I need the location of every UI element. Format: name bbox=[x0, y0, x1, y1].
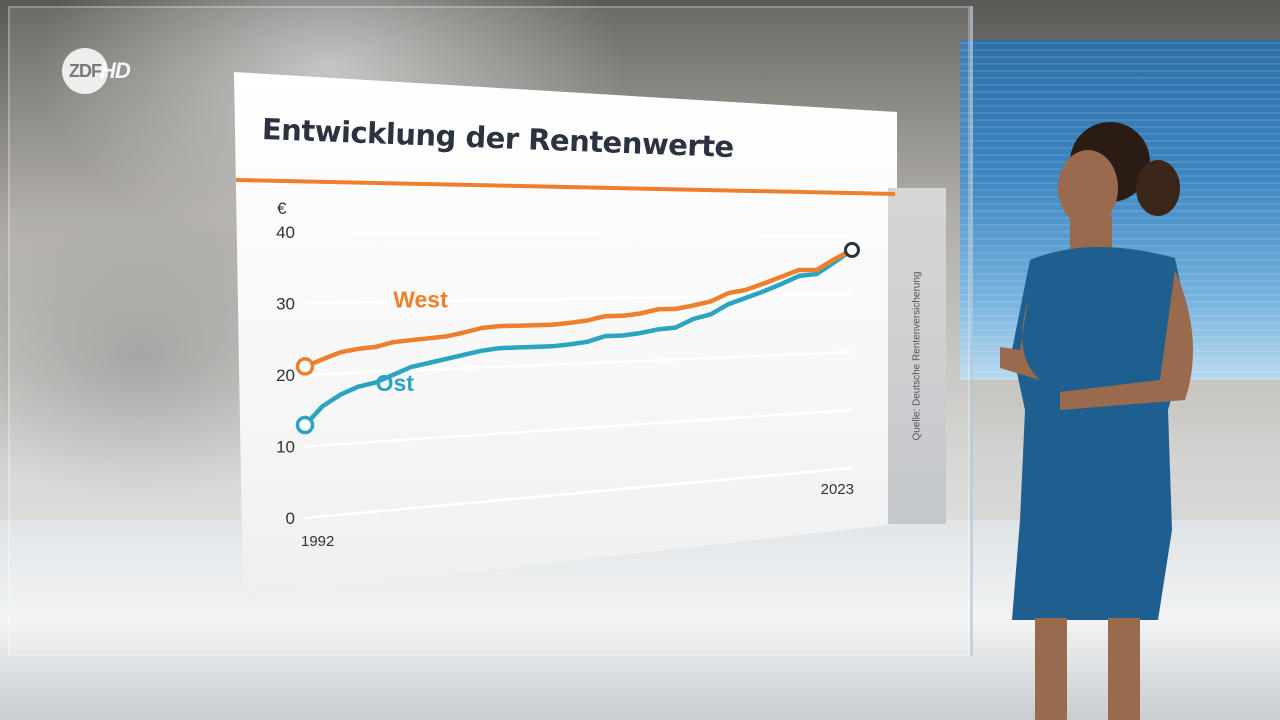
broadcaster-logo: ZDF HD bbox=[62, 48, 131, 94]
y-axis-unit: € bbox=[277, 199, 287, 218]
series-label-ost: Ost bbox=[376, 370, 415, 396]
y-tick-10: 10 bbox=[276, 438, 295, 457]
series-line-west bbox=[302, 247, 855, 369]
series-labels: West Ost bbox=[376, 287, 449, 396]
end-point bbox=[844, 241, 860, 258]
chart-panel: Entwicklung der Rentenwerte bbox=[234, 72, 897, 598]
logo-mark: ZDF bbox=[69, 60, 102, 81]
y-tick-20: 20 bbox=[276, 366, 295, 385]
start-point-ost bbox=[295, 415, 315, 435]
chart-series bbox=[295, 241, 860, 435]
series-line-ost bbox=[302, 247, 855, 428]
presenter-dress bbox=[1012, 246, 1190, 620]
x-tick-2023: 2023 bbox=[821, 481, 854, 498]
x-axis-ticks: 1992 2023 bbox=[301, 481, 854, 550]
presenter-bun bbox=[1136, 160, 1180, 216]
source-strip: Quelle: Deutsche Rentenversicherung bbox=[888, 188, 946, 524]
presenter-face bbox=[1058, 150, 1118, 226]
gridline-30 bbox=[304, 292, 853, 305]
presenter-figure bbox=[1000, 122, 1193, 720]
gridline-40 bbox=[304, 230, 853, 238]
presenter-arm bbox=[1000, 300, 1040, 380]
series-label-west: West bbox=[393, 287, 448, 313]
zdf-logo-icon: ZDF bbox=[62, 48, 108, 94]
presenter-arm-right bbox=[1060, 270, 1193, 410]
y-tick-0: 0 bbox=[286, 509, 295, 528]
gridline-10 bbox=[304, 408, 853, 448]
presenter-leg-right bbox=[1108, 618, 1140, 720]
presenter-leg-left bbox=[1035, 618, 1067, 720]
start-point-west bbox=[295, 357, 315, 376]
gridline-0 bbox=[304, 466, 853, 520]
y-tick-40: 40 bbox=[276, 223, 295, 242]
y-tick-30: 30 bbox=[276, 295, 295, 314]
logo-suffix: HD bbox=[100, 58, 131, 83]
title-rule bbox=[235, 178, 896, 196]
y-axis-ticks: 0 10 20 30 40 bbox=[276, 223, 295, 528]
x-tick-1992: 1992 bbox=[301, 533, 334, 550]
studio-video-wall bbox=[960, 40, 1280, 380]
